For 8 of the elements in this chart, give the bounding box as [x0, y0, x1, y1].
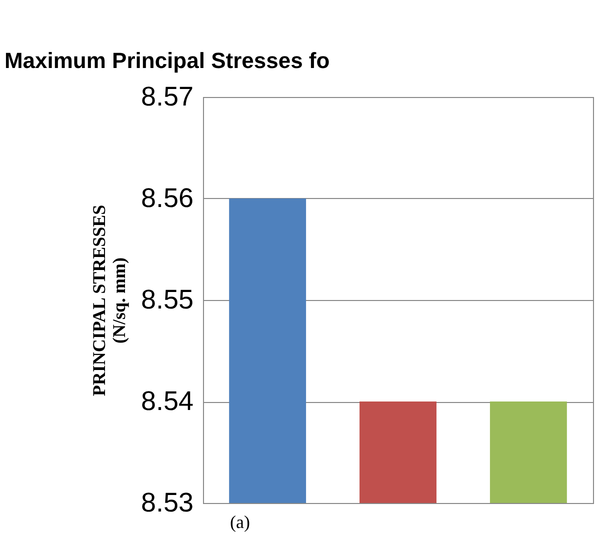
- y-tick-label: 8.54: [140, 386, 194, 416]
- chart-title: Maximum Principal Stresses fo: [4, 48, 330, 73]
- y-tick-label: 8.55: [140, 284, 194, 314]
- y-axis-title: PRINCIPAL STRESSES (N/sq. mm): [88, 204, 129, 396]
- y-tick-label: 8.53: [140, 488, 194, 518]
- y-tick-label: 8.56: [140, 183, 194, 213]
- text: (a): [230, 512, 250, 533]
- y-tick-label: 8.57: [140, 82, 194, 112]
